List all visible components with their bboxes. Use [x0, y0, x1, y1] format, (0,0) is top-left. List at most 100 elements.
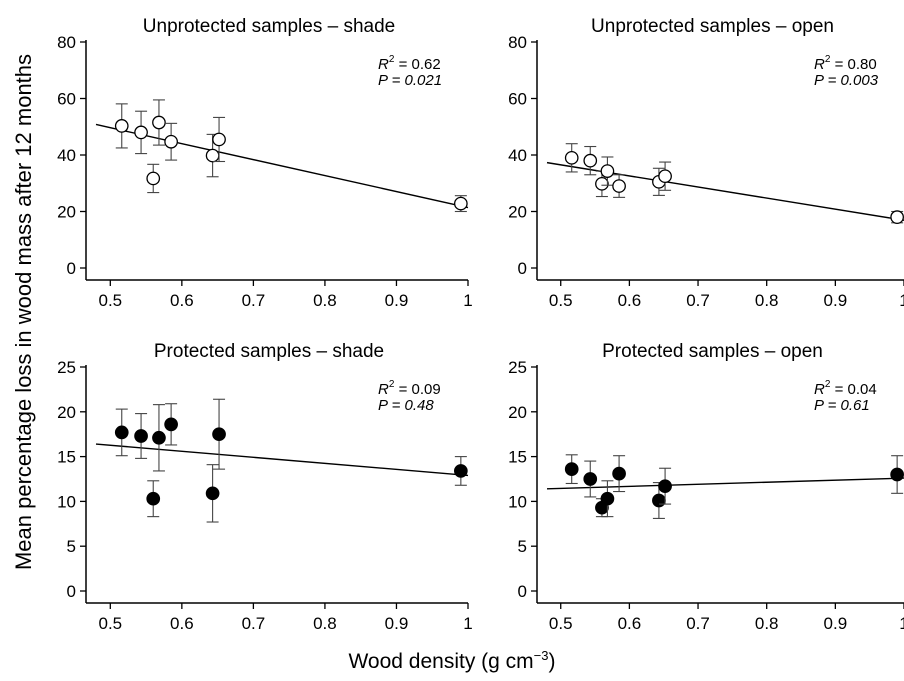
regression-line	[95, 443, 469, 477]
x-tick-label: 0.5	[549, 291, 573, 310]
x-axis-label-main: Wood density (g cm	[348, 650, 534, 673]
y-tick-label: 0	[67, 259, 76, 278]
y-tick-label: 15	[508, 448, 527, 467]
y-tick-label: 60	[508, 90, 527, 109]
data-point	[152, 115, 166, 130]
data-point	[564, 462, 579, 476]
x-tick-label: 0.5	[98, 614, 122, 633]
r-squared-label: R2 = 0.80	[814, 54, 877, 73]
x-tick-label: 0.8	[755, 291, 779, 310]
data-point	[890, 467, 904, 482]
chart-panel-1: 0 20 40 60 80 0.5 0.6 0.7 0.8 0.9 1 Unprotected sam…	[57, 16, 473, 310]
x-tick-label: 0.6	[170, 614, 194, 633]
y-tick-label: 40	[57, 146, 76, 165]
y-tick-label: 0	[67, 582, 76, 601]
x-tick-label: 0.9	[385, 291, 409, 310]
y-tick-label: 80	[508, 33, 527, 52]
data-point	[583, 153, 598, 168]
y-tick-label: 0	[518, 582, 527, 601]
y-tick-label: 40	[508, 146, 527, 165]
x-tick-label: 0.6	[618, 291, 642, 310]
r-squared-label: R2 = 0.09	[378, 379, 441, 398]
x-tick-label: 0.7	[686, 291, 710, 310]
regression-line	[95, 123, 469, 209]
y-tick-label: 10	[57, 492, 76, 511]
chart-title: Unprotected samples – shade	[143, 16, 395, 37]
data-point	[212, 132, 226, 147]
x-tick-label: 0.6	[170, 291, 194, 310]
x-tick-label: 0.5	[98, 291, 122, 310]
y-axis-label: Mean percentage loss in wood mass after …	[11, 53, 36, 571]
data-point	[152, 430, 166, 445]
x-tick-label: 1	[899, 291, 904, 310]
p-value-label: P = 0.48	[378, 397, 434, 414]
p-value-label: P = 0.61	[814, 397, 870, 414]
data-point	[164, 417, 178, 432]
y-tick-label: 60	[57, 90, 76, 109]
chart-title: Protected samples – shade	[154, 341, 384, 362]
data-point	[114, 425, 129, 440]
x-tick-label: 0.6	[618, 614, 642, 633]
data-point	[146, 171, 161, 186]
x-axis-label-exponent: −3	[533, 648, 549, 663]
x-tick-label: 0.7	[242, 291, 266, 310]
data-point	[612, 179, 626, 193]
y-tick-label: 10	[508, 492, 527, 511]
chart-panel-2: 0 20 40 60 80 0.5 0.6 0.7 0.8 0.9 1 Unprotected sam…	[508, 16, 904, 310]
x-tick-label: 1	[463, 614, 472, 633]
chart-panel-4: 0 5 10 15 20 25 0.5 0.6 0.7 0.8 0.9 1 Protected samp…	[508, 341, 904, 633]
data-point	[212, 427, 226, 442]
y-tick-label: 80	[57, 33, 76, 52]
x-tick-label: 0.7	[686, 614, 710, 633]
data-point	[658, 169, 672, 184]
data-point	[205, 148, 220, 163]
y-tick-label: 20	[508, 203, 527, 222]
data-point	[890, 210, 904, 224]
data-point	[600, 164, 615, 178]
data-point	[453, 464, 468, 478]
data-point	[652, 493, 666, 508]
chart-title: Protected samples – open	[602, 341, 823, 362]
data-point	[600, 491, 615, 506]
x-tick-label: 0.8	[313, 614, 337, 633]
data-point	[134, 429, 148, 443]
y-tick-label: 5	[518, 537, 527, 556]
data-point	[612, 466, 626, 481]
x-tick-label: 0.5	[549, 614, 573, 633]
x-axis-label: Wood density (g cm−3)	[0, 648, 904, 674]
data-point	[595, 176, 609, 191]
r-squared-label: R2 = 0.04	[814, 379, 877, 398]
data-point	[146, 491, 161, 506]
x-tick-label: 0.8	[313, 291, 337, 310]
p-value-label: P = 0.021	[378, 72, 442, 89]
data-point	[658, 479, 672, 494]
p-value-label: P = 0.003	[814, 72, 879, 89]
y-tick-label: 0	[518, 259, 527, 278]
data-point	[134, 125, 148, 140]
chart-panel-3: 0 5 10 15 20 25 0.5 0.6 0.7 0.8 0.9 1 Protected samp…	[57, 341, 473, 633]
y-tick-label: 20	[508, 403, 527, 422]
r-squared-label: R2 = 0.62	[378, 54, 441, 73]
y-tick-label: 25	[508, 358, 527, 377]
x-tick-label: 1	[463, 291, 472, 310]
data-point	[205, 486, 220, 501]
x-tick-label: 0.8	[755, 614, 779, 633]
regression-line	[546, 477, 904, 490]
y-tick-label: 20	[57, 403, 76, 422]
y-tick-label: 15	[57, 448, 76, 467]
y-tick-label: 20	[57, 203, 76, 222]
y-tick-label: 25	[57, 358, 76, 377]
x-tick-label: 0.7	[242, 614, 266, 633]
y-tick-label: 5	[67, 537, 76, 556]
data-point	[164, 134, 178, 149]
data-point	[453, 196, 468, 211]
x-axis-label-close: )	[548, 650, 556, 673]
data-point	[114, 119, 129, 133]
x-tick-label: 0.9	[385, 614, 409, 633]
x-tick-label: 1	[899, 614, 904, 633]
x-tick-label: 0.9	[824, 291, 848, 310]
data-point	[564, 150, 579, 165]
data-point	[583, 472, 598, 486]
